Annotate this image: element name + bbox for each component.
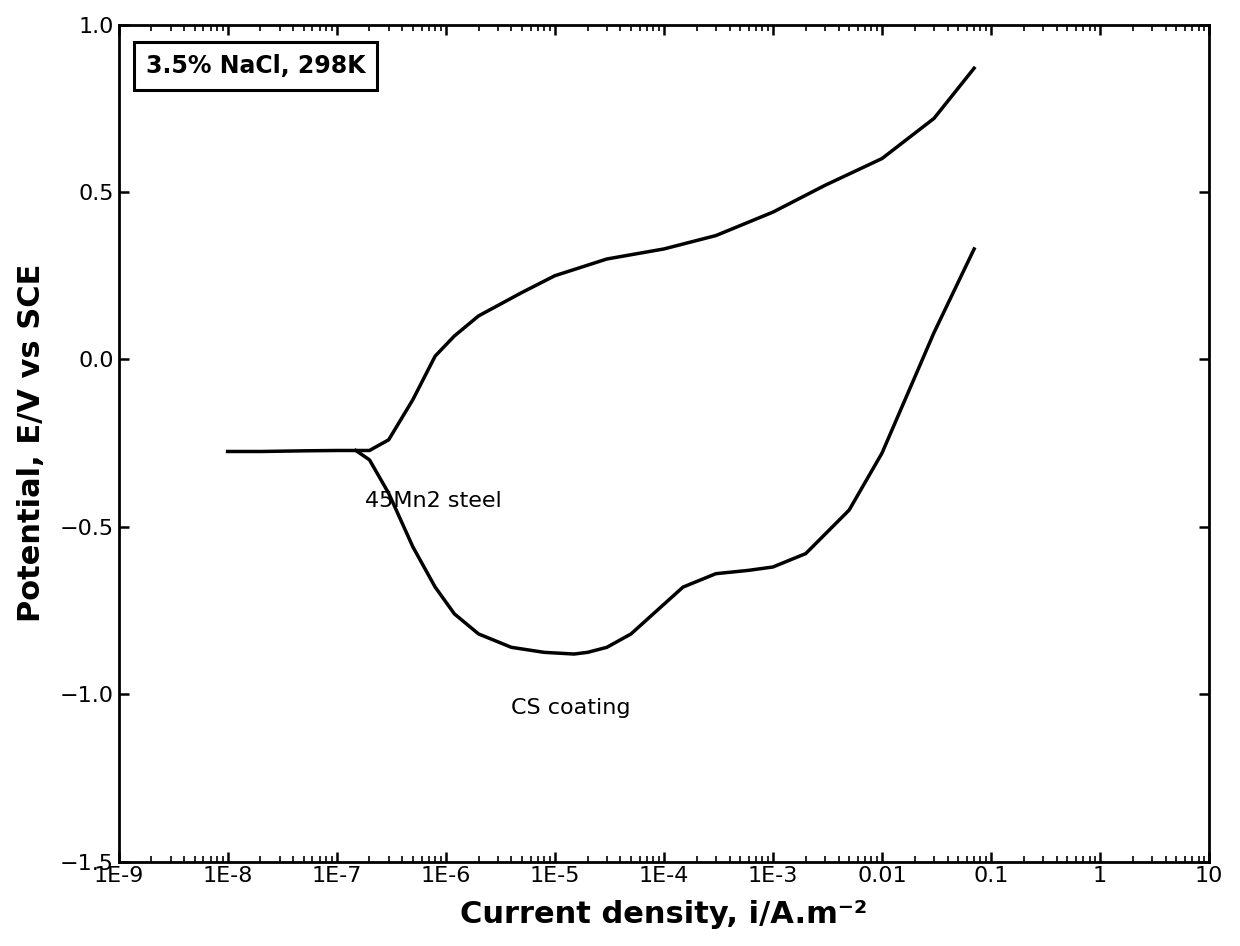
- Y-axis label: Potential, E/V vs SCE: Potential, E/V vs SCE: [16, 264, 46, 622]
- Text: 3.5% NaCl, 298K: 3.5% NaCl, 298K: [146, 54, 366, 78]
- Text: CS coating: CS coating: [511, 698, 631, 718]
- Text: 45Mn2 steel: 45Mn2 steel: [365, 491, 501, 511]
- X-axis label: Current density, i/A.m⁻²: Current density, i/A.m⁻²: [460, 901, 868, 929]
